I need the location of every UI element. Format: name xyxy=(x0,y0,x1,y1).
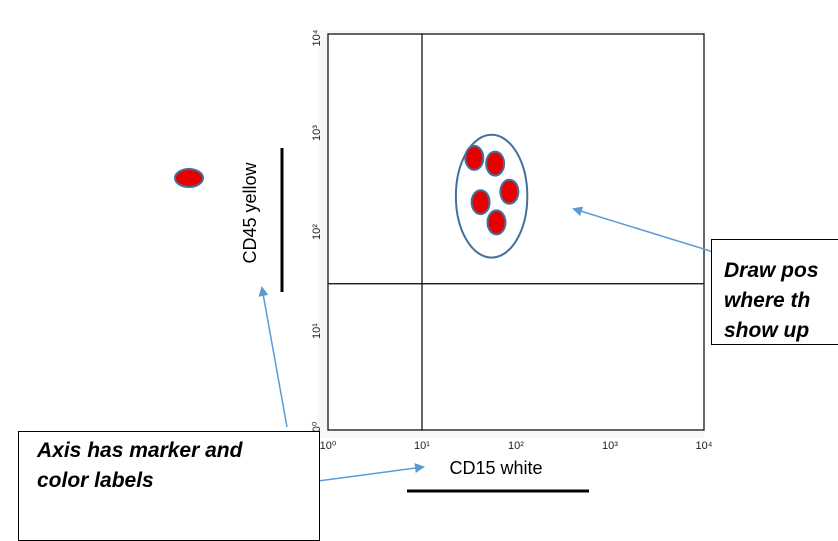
arrow-to-x-axis-label xyxy=(317,463,425,482)
cell-marker-icon xyxy=(174,168,204,188)
arrow-to-y-axis xyxy=(258,286,288,428)
axis-callout: Axis has marker and color labels xyxy=(18,431,320,541)
x-tick-labels: 10⁰ 10¹ 10² 10³ 10⁴ xyxy=(320,440,713,452)
population-gate xyxy=(454,133,529,259)
y-tick-label: 10¹ xyxy=(311,323,323,339)
x-axis-label: CD15 white xyxy=(449,458,542,478)
y-tick-label: 10⁴ xyxy=(311,29,323,46)
axis-callout-line-2: color labels xyxy=(37,469,154,492)
x-tick-label: 10⁰ xyxy=(320,440,337,452)
population-cells xyxy=(464,144,520,236)
population-callout-line-1: Draw pos xyxy=(724,259,819,282)
cell-point xyxy=(470,189,491,216)
cell-point xyxy=(486,209,507,236)
arrow-to-population xyxy=(572,206,734,259)
plot-frame xyxy=(327,33,705,431)
x-tick-label: 10⁴ xyxy=(696,440,713,452)
y-tick-label: 10³ xyxy=(311,125,323,141)
y-axis-label: CD45 yellow xyxy=(240,161,260,263)
x-tick-label: 10² xyxy=(508,440,524,452)
x-tick-label: 10³ xyxy=(602,440,618,452)
flow-diagram: 10⁰ 10¹ 10² 10³ 10⁴ 10⁰ 10¹ 10² 10³ 10⁴ CD45 yel… xyxy=(174,29,734,493)
cell-point xyxy=(499,178,520,205)
y-tick-label: 10² xyxy=(311,224,323,240)
cell-point xyxy=(464,144,485,171)
x-tick-label: 10¹ xyxy=(414,440,430,452)
axis-callout-line-1: Axis has marker and xyxy=(37,439,243,462)
population-callout-line-3: show up xyxy=(724,319,810,342)
population-callout: Draw pos where th show up xyxy=(711,239,838,345)
cell-point xyxy=(485,150,506,177)
population-callout-line-2: where th xyxy=(724,289,811,312)
